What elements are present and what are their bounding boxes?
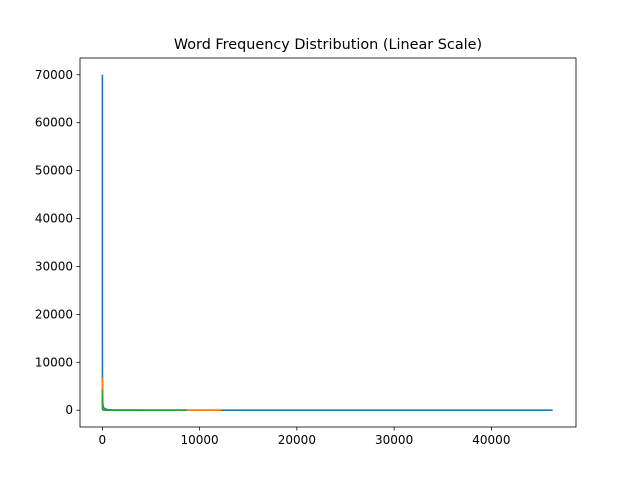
y-tick-label: 70000	[35, 68, 73, 82]
x-tick-label: 20000	[278, 433, 316, 447]
x-tick-label: 0	[99, 433, 107, 447]
series-line-1	[101, 74, 553, 412]
chart-title: Word Frequency Distribution (Linear Scal…	[174, 37, 482, 53]
series-line-3	[101, 389, 187, 412]
y-tick-label: 50000	[35, 164, 73, 178]
x-tick-label: 30000	[375, 433, 413, 447]
y-tick-label: 60000	[35, 116, 73, 130]
x-tick-label: 10000	[181, 433, 219, 447]
axes-layer: 0 10000 20000 30000 40000 0 10000 20000 30000 400…	[35, 57, 577, 447]
y-tick-label: 20000	[35, 307, 73, 321]
series-layer	[101, 74, 553, 412]
y-tick-label: 10000	[35, 355, 73, 369]
x-tick-label: 40000	[472, 433, 510, 447]
y-tick-label: 40000	[35, 212, 73, 226]
y-tick-label: 30000	[35, 259, 73, 273]
plot-frame	[79, 57, 577, 428]
y-tick-label: 0	[65, 403, 73, 417]
